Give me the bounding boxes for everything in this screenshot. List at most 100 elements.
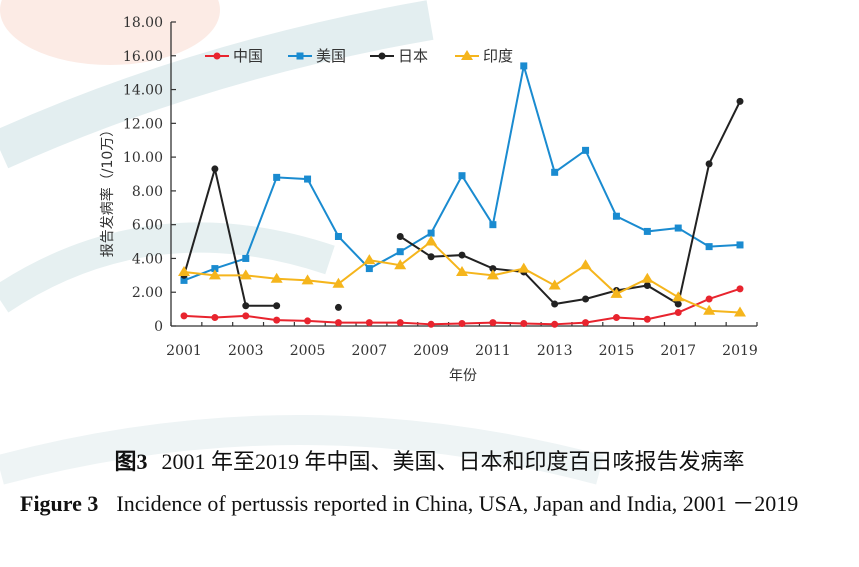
data-point <box>486 269 499 280</box>
data-point <box>674 224 682 232</box>
data-point <box>520 62 528 70</box>
line-chart: 0 2.00 4.00 6.00 8.00 10.00 12.00 14.00 16.00 18.… <box>99 15 758 384</box>
data-point <box>180 276 188 284</box>
data-point <box>612 314 620 322</box>
y-tick-label: 10.00 <box>123 150 163 166</box>
y-axis: 0 2.00 4.00 6.00 8.00 10.00 12.00 14.00 16.00 18.… <box>123 15 176 335</box>
data-point <box>458 251 466 259</box>
data-point <box>334 232 342 240</box>
legend-marker <box>378 52 386 60</box>
data-point <box>427 253 435 261</box>
data-point <box>270 272 283 283</box>
data-point <box>427 320 435 328</box>
y-tick-label: 6.00 <box>132 218 163 234</box>
data-point <box>551 300 559 308</box>
data-point <box>643 281 651 289</box>
x-tick-label: 2019 <box>722 343 758 359</box>
y-tick-label: 4.00 <box>132 251 163 267</box>
y-tick-label: 14.00 <box>123 83 163 99</box>
y-tick-label: 12.00 <box>123 116 163 132</box>
data-point <box>458 319 466 327</box>
legend-label: 美国 <box>316 47 346 65</box>
y-tick-label: 0 <box>154 319 163 335</box>
data-point <box>551 320 559 328</box>
legend: 中国 美国 日本 印度 <box>205 47 513 65</box>
caption-english-label: Figure 3 <box>20 491 99 516</box>
data-point <box>365 319 373 327</box>
data-point <box>273 173 281 181</box>
data-point <box>242 312 250 320</box>
caption-english-text: Incidence of pertussis reported in China… <box>116 491 799 516</box>
data-point <box>736 285 744 293</box>
data-point <box>736 241 744 249</box>
legend-label: 印度 <box>483 47 513 65</box>
data-point <box>304 175 312 183</box>
series-line <box>399 100 741 306</box>
data-point <box>239 269 252 280</box>
data-point <box>178 265 190 276</box>
series-美国 <box>180 62 744 284</box>
data-point <box>242 254 250 262</box>
legend-item: 印度 <box>455 47 513 65</box>
caption-chinese: 图3 2001 年至2019 年中国、美国、日本和印度百日咳报告发病率 <box>0 444 859 476</box>
x-tick-label: 2003 <box>228 343 264 359</box>
data-point <box>396 248 404 256</box>
caption-english: Figure 3 Incidence of pertussis reported … <box>20 485 830 523</box>
x-tick-label: 2007 <box>352 343 388 359</box>
data-point <box>674 308 682 316</box>
data-point <box>517 262 530 273</box>
legend-item: 美国 <box>288 47 346 65</box>
legend-marker <box>296 52 304 60</box>
data-point <box>548 279 561 290</box>
data-point <box>208 269 221 280</box>
data-point <box>180 312 188 320</box>
data-point <box>703 304 716 315</box>
data-point <box>734 306 746 317</box>
legend-label: 中国 <box>233 47 263 65</box>
data-point <box>643 227 651 235</box>
data-point <box>211 314 219 322</box>
legend-marker <box>461 50 473 60</box>
x-axis: 2001 2003 2005 2007 2009 2011 2013 2015 2017 2019 <box>166 322 758 359</box>
data-point <box>396 319 404 327</box>
data-point <box>273 302 281 310</box>
data-point <box>582 146 590 154</box>
data-point <box>304 317 312 325</box>
data-point <box>641 272 654 283</box>
x-tick-label: 2001 <box>166 343 202 359</box>
data-point <box>705 295 713 303</box>
data-point <box>396 232 404 240</box>
data-point <box>211 165 219 173</box>
data-point <box>363 254 376 265</box>
y-tick-label: 18.00 <box>123 15 163 31</box>
data-point <box>579 259 592 270</box>
legend-item: 中国 <box>205 47 263 65</box>
x-tick-label: 2005 <box>290 343 326 359</box>
series-印度 <box>178 235 746 317</box>
data-point <box>211 265 219 273</box>
data-point <box>456 265 468 276</box>
data-point <box>425 235 438 246</box>
data-point <box>489 221 497 229</box>
data-point <box>674 300 682 308</box>
data-point <box>582 319 590 327</box>
y-tick-label: 2.00 <box>132 285 163 301</box>
data-point <box>242 302 250 310</box>
data-point <box>520 319 528 327</box>
x-tick-label: 2015 <box>599 343 635 359</box>
data-point <box>489 265 497 273</box>
data-point <box>427 229 435 237</box>
y-tick-label: 16.00 <box>123 49 163 65</box>
data-point <box>612 212 620 220</box>
data-point <box>705 243 713 251</box>
series-line <box>183 168 277 307</box>
data-point <box>394 259 407 270</box>
caption-chinese-text: 2001 年至2019 年中国、美国、日本和印度百日咳报告发病率 <box>161 449 745 474</box>
data-point <box>334 319 342 327</box>
data-point <box>610 287 623 298</box>
x-tick-label: 2009 <box>413 343 449 359</box>
data-point <box>551 168 559 176</box>
legend-marker <box>213 52 221 60</box>
data-point <box>705 160 713 168</box>
